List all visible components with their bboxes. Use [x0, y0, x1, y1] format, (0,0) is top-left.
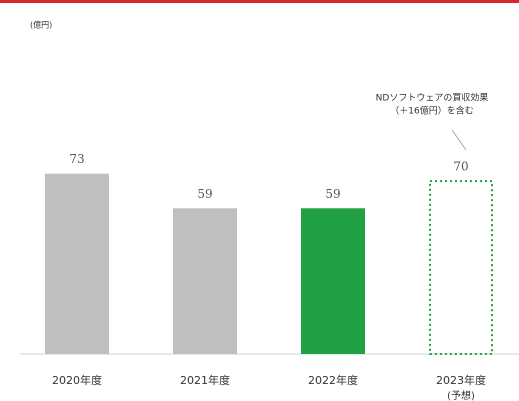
forecast-label: (予想): [447, 389, 475, 401]
annotation: NDソフトウェアの買収効果: [376, 92, 489, 104]
annotation-leader: [451, 129, 467, 151]
value-label: 73: [69, 152, 84, 166]
annotation: （＋16億円）を含む: [390, 105, 473, 117]
x-tick-label: 2023年度: [436, 373, 486, 387]
x-tick-label: 2021年度: [180, 373, 230, 387]
bar: [45, 173, 109, 354]
bar: [429, 180, 493, 355]
value-label: 59: [197, 187, 212, 201]
x-tick-label: 2022年度: [308, 373, 358, 387]
value-label: 70: [453, 160, 468, 174]
bar: [301, 208, 365, 354]
top-rule: [0, 0, 519, 3]
bar: [173, 208, 237, 354]
x-tick-label: 2020年度: [52, 373, 102, 387]
value-label: 59: [325, 187, 340, 201]
unit-label: (億円): [30, 20, 52, 30]
